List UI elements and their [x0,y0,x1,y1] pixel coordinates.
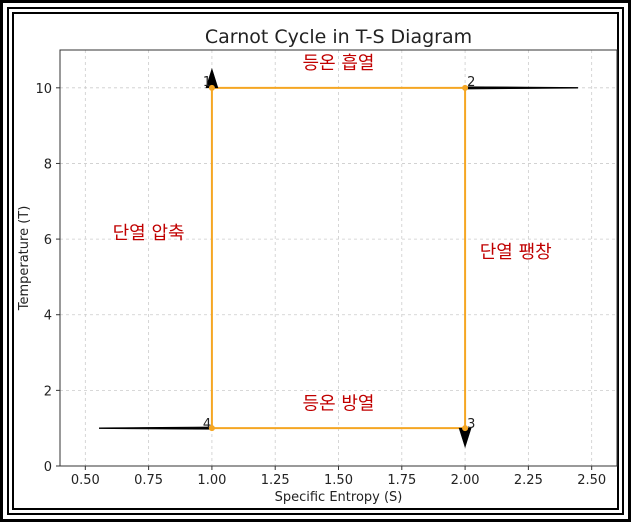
x-tick-label: 0.75 [134,473,163,488]
process-annotation: 단열 압축 [113,223,185,244]
state-point-label: 4 [203,417,211,432]
state-point-label: 2 [467,75,475,90]
x-tick-label: 1.00 [197,473,226,488]
y-tick-label: 6 [44,233,52,248]
chart-title: Carnot Cycle in T-S Diagram [205,26,472,48]
process-arrow [99,426,213,430]
x-tick-label: 0.50 [71,473,100,488]
y-tick-label: 10 [35,82,52,97]
x-tick-label: 2.50 [577,473,606,488]
state-point-label: 1 [203,75,211,90]
process-annotation: 등온 흡열 [303,53,375,74]
process-arrow [464,86,578,90]
y-tick-label: 0 [44,460,52,475]
y-tick-label: 2 [44,384,52,399]
state-point-marker [208,425,215,432]
state-points: 1 2 3 4 [203,75,475,432]
x-tick-label: 1.75 [387,473,416,488]
state-point-marker [462,84,469,91]
x-axis-ticks: 0.50 0.75 1.00 1.25 1.50 1.75 2.00 2.25 2.50 [71,466,606,488]
process-annotation: 등온 방열 [303,393,375,414]
x-tick-label: 2.00 [451,473,480,488]
y-tick-label: 8 [44,157,52,172]
carnot-cycle [210,86,467,430]
y-axis-ticks: 0 2 4 6 8 10 [35,82,60,475]
state-point-marker [462,425,469,432]
x-axis-label: Specific Entropy (S) [275,490,403,505]
y-axis-label: Temperature (T) [17,206,32,312]
process-annotation: 단열 팽창 [480,242,552,263]
x-tick-label: 2.25 [514,473,543,488]
y-tick-label: 4 [44,309,52,324]
x-tick-label: 1.25 [261,473,290,488]
state-point-label: 3 [467,417,475,432]
x-tick-label: 1.50 [324,473,353,488]
cycle-line [210,86,467,430]
state-point-marker [208,84,215,91]
